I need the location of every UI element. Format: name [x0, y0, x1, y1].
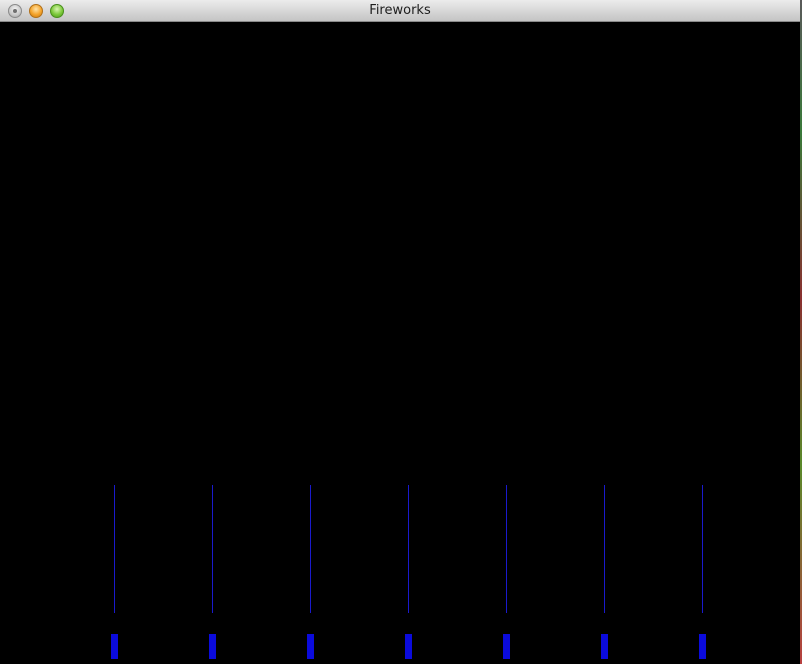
rocket-trail: [212, 485, 213, 613]
minimize-button[interactable]: [29, 4, 43, 18]
rocket-launcher: [601, 634, 608, 659]
close-button[interactable]: [8, 4, 22, 18]
rocket-trail: [310, 485, 311, 613]
rocket-trail: [604, 485, 605, 613]
rocket-launcher: [699, 634, 706, 659]
rocket-trail: [702, 485, 703, 613]
rocket-trail: [114, 485, 115, 613]
rocket-trail: [408, 485, 409, 613]
rocket-launcher: [209, 634, 216, 659]
title-bar[interactable]: Fireworks: [0, 0, 800, 22]
rocket-launcher: [307, 634, 314, 659]
rocket-launcher: [503, 634, 510, 659]
zoom-button[interactable]: [50, 4, 64, 18]
rocket-trail: [506, 485, 507, 613]
background-desktop-edge: [800, 0, 802, 664]
fireworks-canvas[interactable]: [0, 22, 800, 664]
rocket-launcher: [111, 634, 118, 659]
window-title: Fireworks: [369, 3, 431, 18]
rocket-launcher: [405, 634, 412, 659]
